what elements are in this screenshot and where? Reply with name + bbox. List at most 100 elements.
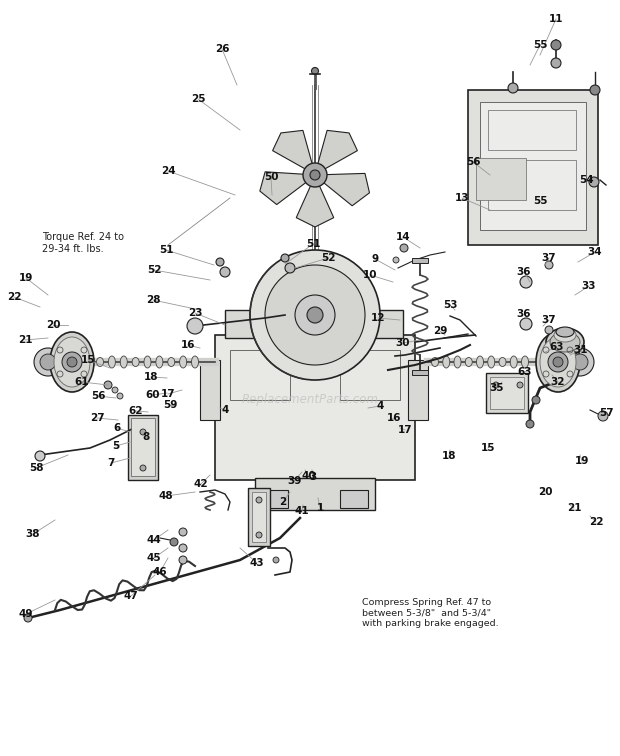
Circle shape	[520, 318, 532, 330]
Text: 19: 19	[575, 456, 589, 466]
Bar	[412, 370, 428, 375]
Text: 27: 27	[90, 413, 104, 423]
Circle shape	[216, 258, 224, 266]
Circle shape	[493, 382, 499, 388]
Text: 25: 25	[191, 94, 205, 104]
Circle shape	[179, 528, 187, 536]
Text: 55: 55	[533, 40, 547, 50]
Text: 52: 52	[321, 253, 335, 263]
Circle shape	[140, 465, 146, 471]
Circle shape	[170, 538, 178, 546]
Text: 20: 20	[46, 320, 60, 330]
Bar	[128, 415, 158, 480]
Text: 56: 56	[466, 157, 480, 167]
Text: 52: 52	[147, 265, 161, 275]
Text: 20: 20	[538, 487, 552, 497]
Bar	[490, 377, 524, 409]
Ellipse shape	[521, 356, 528, 368]
Bar	[230, 350, 290, 400]
Ellipse shape	[536, 332, 580, 392]
Bar	[468, 90, 598, 245]
Circle shape	[117, 393, 123, 399]
Bar	[248, 488, 270, 546]
Ellipse shape	[477, 356, 484, 368]
Circle shape	[40, 354, 56, 370]
Text: 56: 56	[91, 391, 105, 401]
Circle shape	[24, 614, 32, 622]
Text: 54: 54	[578, 175, 593, 185]
Circle shape	[548, 352, 568, 372]
Bar	[200, 360, 220, 420]
Text: 8: 8	[143, 432, 149, 442]
Text: 36: 36	[516, 309, 531, 319]
Text: 36: 36	[516, 267, 531, 277]
Circle shape	[551, 40, 561, 50]
Bar	[408, 360, 428, 420]
Circle shape	[62, 352, 82, 372]
Text: 34: 34	[588, 247, 602, 257]
Ellipse shape	[192, 356, 198, 368]
Text: 35: 35	[490, 383, 504, 393]
Circle shape	[307, 307, 323, 323]
Text: 44: 44	[146, 535, 161, 545]
Circle shape	[220, 267, 230, 277]
Text: 51: 51	[159, 245, 173, 255]
Ellipse shape	[108, 356, 115, 368]
Text: 31: 31	[574, 345, 588, 355]
Text: 53: 53	[443, 300, 458, 310]
Bar	[412, 258, 428, 263]
Ellipse shape	[156, 356, 163, 368]
Text: 57: 57	[600, 408, 614, 418]
Text: 23: 23	[188, 308, 202, 318]
Bar	[488, 110, 576, 150]
Text: 22: 22	[7, 292, 21, 302]
Text: 16: 16	[181, 340, 195, 350]
Text: 50: 50	[264, 172, 278, 182]
Text: 9: 9	[371, 254, 379, 264]
Ellipse shape	[50, 332, 94, 392]
Circle shape	[311, 67, 319, 75]
Ellipse shape	[144, 356, 151, 368]
Text: 15: 15	[480, 443, 495, 453]
Circle shape	[545, 261, 553, 269]
Text: 18: 18	[144, 372, 158, 382]
Text: 39: 39	[287, 476, 301, 486]
Circle shape	[303, 163, 327, 187]
Ellipse shape	[454, 356, 461, 368]
Ellipse shape	[168, 358, 175, 367]
Polygon shape	[260, 172, 308, 205]
Circle shape	[112, 387, 118, 393]
Circle shape	[265, 265, 365, 365]
Ellipse shape	[488, 356, 495, 368]
Bar	[488, 160, 576, 210]
Text: 26: 26	[215, 44, 229, 54]
Text: Compress Spring Ref. 47 to
between 5-3/8"  and 5-3/4"
with parking brake engaged: Compress Spring Ref. 47 to between 5-3/8…	[362, 598, 498, 627]
Bar	[340, 490, 368, 508]
Circle shape	[295, 295, 335, 335]
Circle shape	[545, 326, 553, 334]
Text: 33: 33	[582, 281, 596, 291]
Circle shape	[517, 382, 523, 388]
Ellipse shape	[550, 332, 580, 352]
Text: 61: 61	[75, 377, 89, 387]
Circle shape	[590, 85, 600, 95]
Ellipse shape	[556, 327, 574, 337]
Text: 60: 60	[146, 390, 160, 400]
Text: 14: 14	[396, 232, 410, 242]
Text: 21: 21	[567, 503, 582, 513]
Ellipse shape	[443, 356, 450, 368]
Text: 63: 63	[518, 367, 532, 377]
Circle shape	[140, 429, 146, 435]
Bar	[252, 492, 266, 542]
Text: 62: 62	[129, 406, 143, 416]
Text: 19: 19	[19, 273, 33, 283]
Text: 17: 17	[161, 389, 175, 399]
Text: 32: 32	[551, 377, 565, 387]
Text: 5: 5	[112, 441, 120, 451]
Circle shape	[393, 257, 399, 263]
Text: 59: 59	[163, 400, 177, 410]
Text: 38: 38	[26, 529, 40, 539]
Circle shape	[273, 557, 279, 563]
Text: 55: 55	[533, 196, 547, 206]
Text: 4: 4	[376, 401, 384, 411]
